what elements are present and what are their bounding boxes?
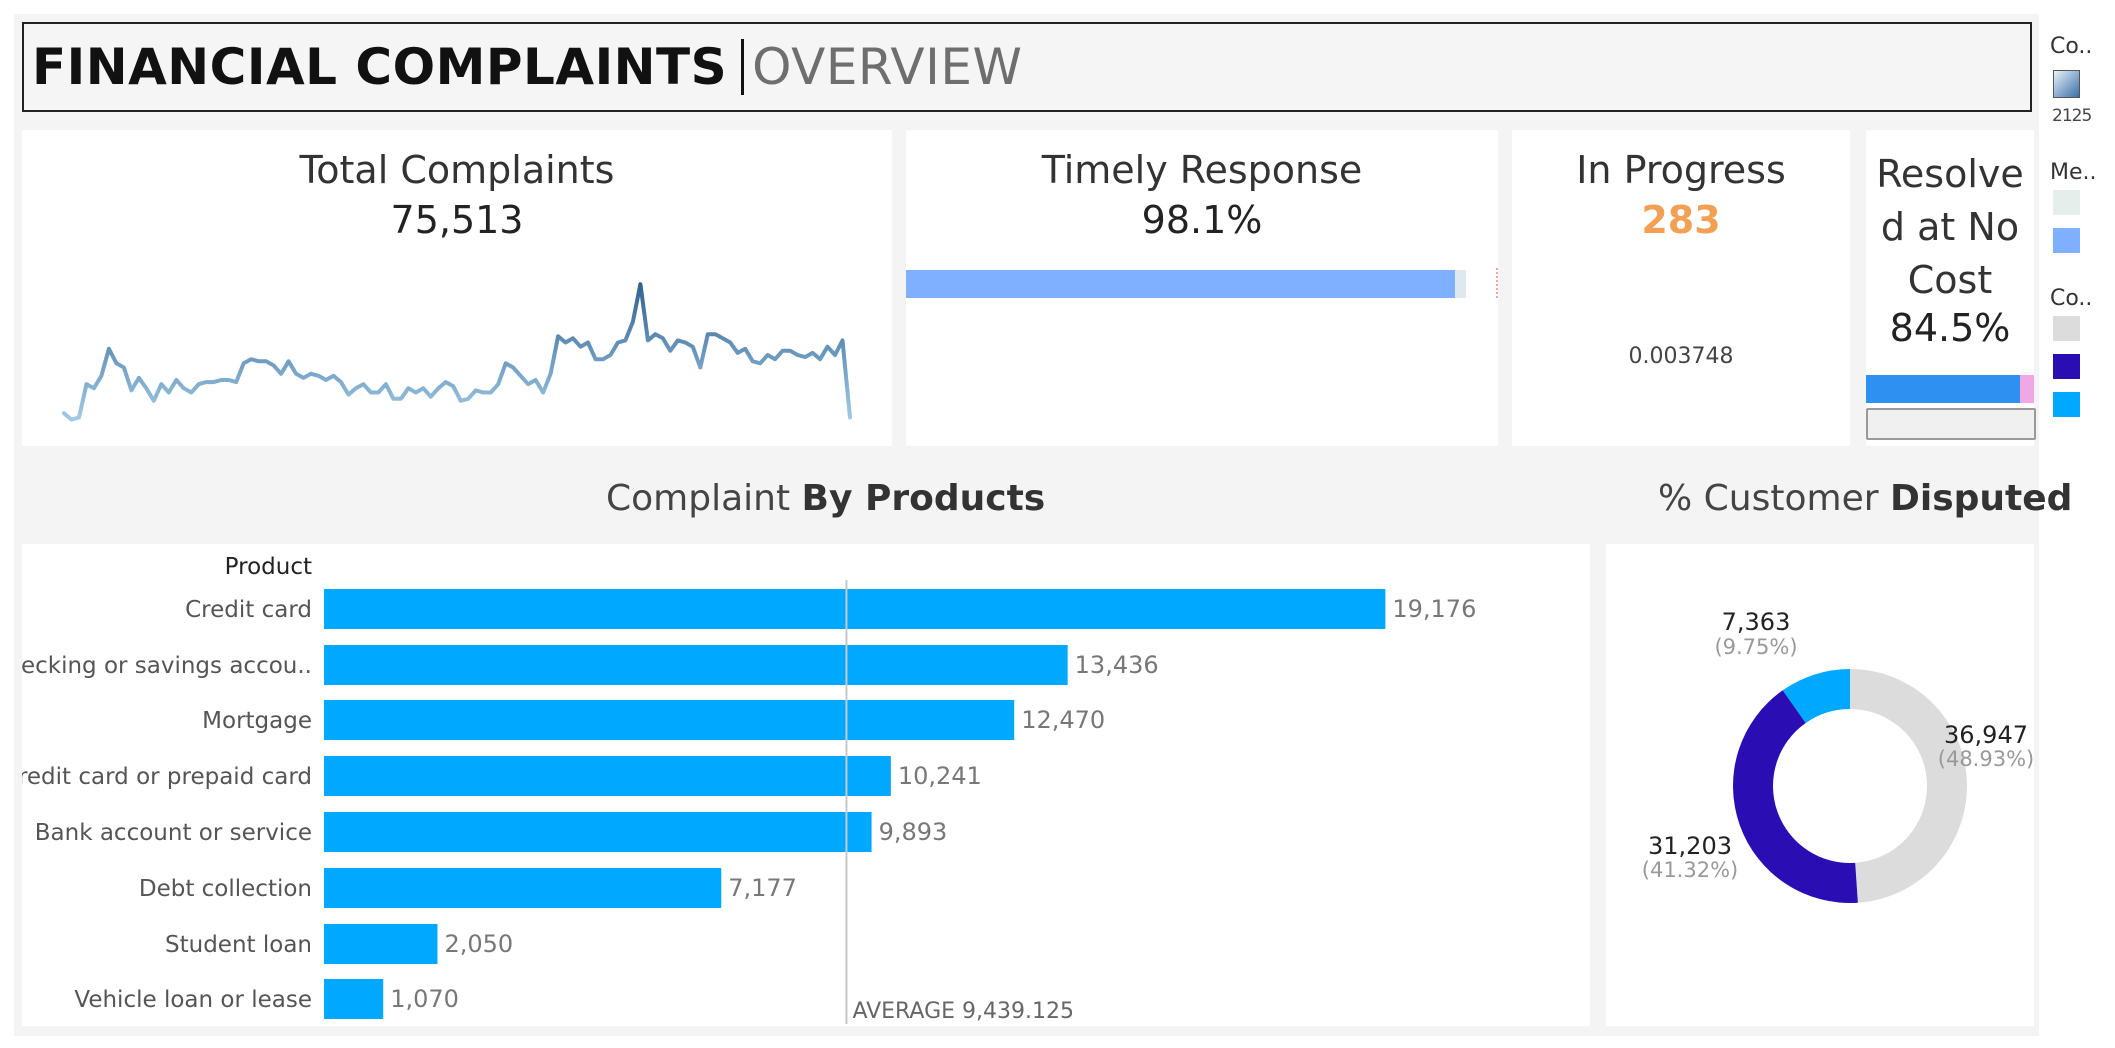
legend-2-swatch-light[interactable] [2053, 190, 2080, 215]
legend-2-swatch-blue[interactable] [2053, 228, 2080, 253]
product-bar [324, 589, 1386, 629]
kpi-total-value: 75,513 [390, 198, 524, 242]
timely-bar-fill [906, 270, 1456, 298]
dashboard-header: FINANCIAL COMPLAINTS OVERVIEW [22, 22, 2032, 112]
product-bar [324, 868, 722, 908]
disputed-chart-panel: 36,947 (48.93%) 31,203 (41.32%) 7,363 (9.75%) [1606, 544, 2034, 1026]
legend-3-swatch-cyan[interactable] [2053, 392, 2080, 417]
bar-value-label: 7,177 [728, 874, 797, 902]
bar-category-label: Student loan [165, 932, 312, 958]
bar-category-label: Bank account or service [35, 820, 312, 846]
kpi-timely-value: 98.1% [1141, 198, 1263, 242]
donut-value-label: 7,363 [1722, 608, 1791, 636]
bar-value-label: 9,893 [879, 818, 948, 846]
timely-bar-track [906, 270, 1466, 298]
header-title-light: OVERVIEW [752, 38, 1023, 96]
average-reference-label: AVERAGE 9,439.125 [852, 999, 1074, 1024]
products-column-header: Product [225, 554, 312, 580]
bar-category-label: Mortgage [202, 708, 312, 734]
legend-1-label: 2125 [2052, 106, 2092, 126]
legend-3-swatch-gray[interactable] [2053, 316, 2080, 341]
donut-value-label: 31,203 [1648, 832, 1732, 860]
resolved-scroll-box[interactable] [1866, 408, 2036, 440]
product-bar [324, 756, 891, 796]
kpi-total-title: Total Complaints [299, 148, 615, 192]
bar-value-label: 12,470 [1021, 706, 1105, 734]
bar-category-label: Debt collection [139, 876, 312, 902]
kpi-resolved-title: Resolve d at No Cost [1876, 152, 2024, 302]
products-bar-chart[interactable]: Product Credit card 19,176 Checking or savi… [0, 544, 1590, 1026]
header-separator [741, 39, 745, 95]
legend-2-title: Me.. [2050, 160, 2097, 185]
kpi-progress-value: 283 [1641, 198, 1721, 242]
complaints-sparkline[interactable] [22, 130, 892, 446]
legend-3-swatch-purple[interactable] [2053, 354, 2080, 379]
product-bar [324, 700, 1015, 740]
products-section-title: Complaint By Products [606, 478, 1046, 519]
bar-value-label: 1,070 [390, 985, 459, 1013]
bar-category-label: Vehicle loan or lease [74, 987, 312, 1013]
kpi-progress-title: In Progress [1576, 148, 1786, 192]
legend-1-title: Co.. [2050, 34, 2093, 59]
product-bar [324, 924, 438, 964]
kpi-resolved-value: 84.5% [1889, 306, 2011, 350]
kpi-resolved-no-cost[interactable]: Resolve d at No Cost 84.5% [1866, 130, 2036, 446]
resolved-bar-track [1866, 375, 2034, 403]
donut-slice [1733, 690, 1858, 903]
timely-target-marker [1496, 268, 1498, 298]
product-bar [324, 645, 1068, 685]
product-bar [324, 812, 872, 852]
bar-value-label: 10,241 [898, 762, 982, 790]
bar-value-label: 2,050 [444, 930, 513, 958]
bar-category-label: Credit card or prepaid card [22, 764, 312, 790]
legend-1-gradient-swatch[interactable] [2053, 70, 2080, 98]
sparkline-path [62, 282, 852, 422]
bar-category-label: Checking or savings accou.. [22, 653, 312, 679]
donut-percent-label: (41.32%) [1642, 858, 1738, 882]
legend-3-title: Co.. [2050, 286, 2093, 311]
kpi-total-complaints[interactable]: Total Complaints 75,513 [22, 130, 892, 446]
kpi-progress-subvalue: 0.003748 [1628, 344, 1734, 369]
resolved-bar-fill [1866, 375, 2020, 403]
products-chart-panel: Product Credit card 19,176 Checking or savi… [0, 544, 1590, 1026]
donut-slice [1782, 669, 1850, 724]
kpi-timely-title: Timely Response [1041, 148, 1363, 192]
disputed-section-title: % Customer Disputed [1658, 478, 2073, 519]
disputed-donut-chart[interactable]: 36,947(48.93%) 31,203(41.32%) 7,363(9.75%) [1606, 544, 2034, 1026]
kpi-timely-response[interactable]: Timely Response 98.1% [906, 130, 1498, 446]
bar-value-label: 13,436 [1075, 651, 1159, 679]
bar-category-label: Credit card [185, 597, 312, 623]
donut-percent-label: (48.93%) [1938, 747, 2034, 771]
bar-value-label: 19,176 [1392, 595, 1476, 623]
donut-slice [1850, 669, 1968, 903]
kpi-in-progress[interactable]: In Progress 283 0.003748 [1512, 130, 1850, 446]
donut-percent-label: (9.75%) [1714, 635, 1797, 659]
header-title-bold: FINANCIAL COMPLAINTS [32, 38, 728, 96]
donut-value-label: 36,947 [1944, 721, 2028, 749]
product-bar [324, 979, 384, 1019]
